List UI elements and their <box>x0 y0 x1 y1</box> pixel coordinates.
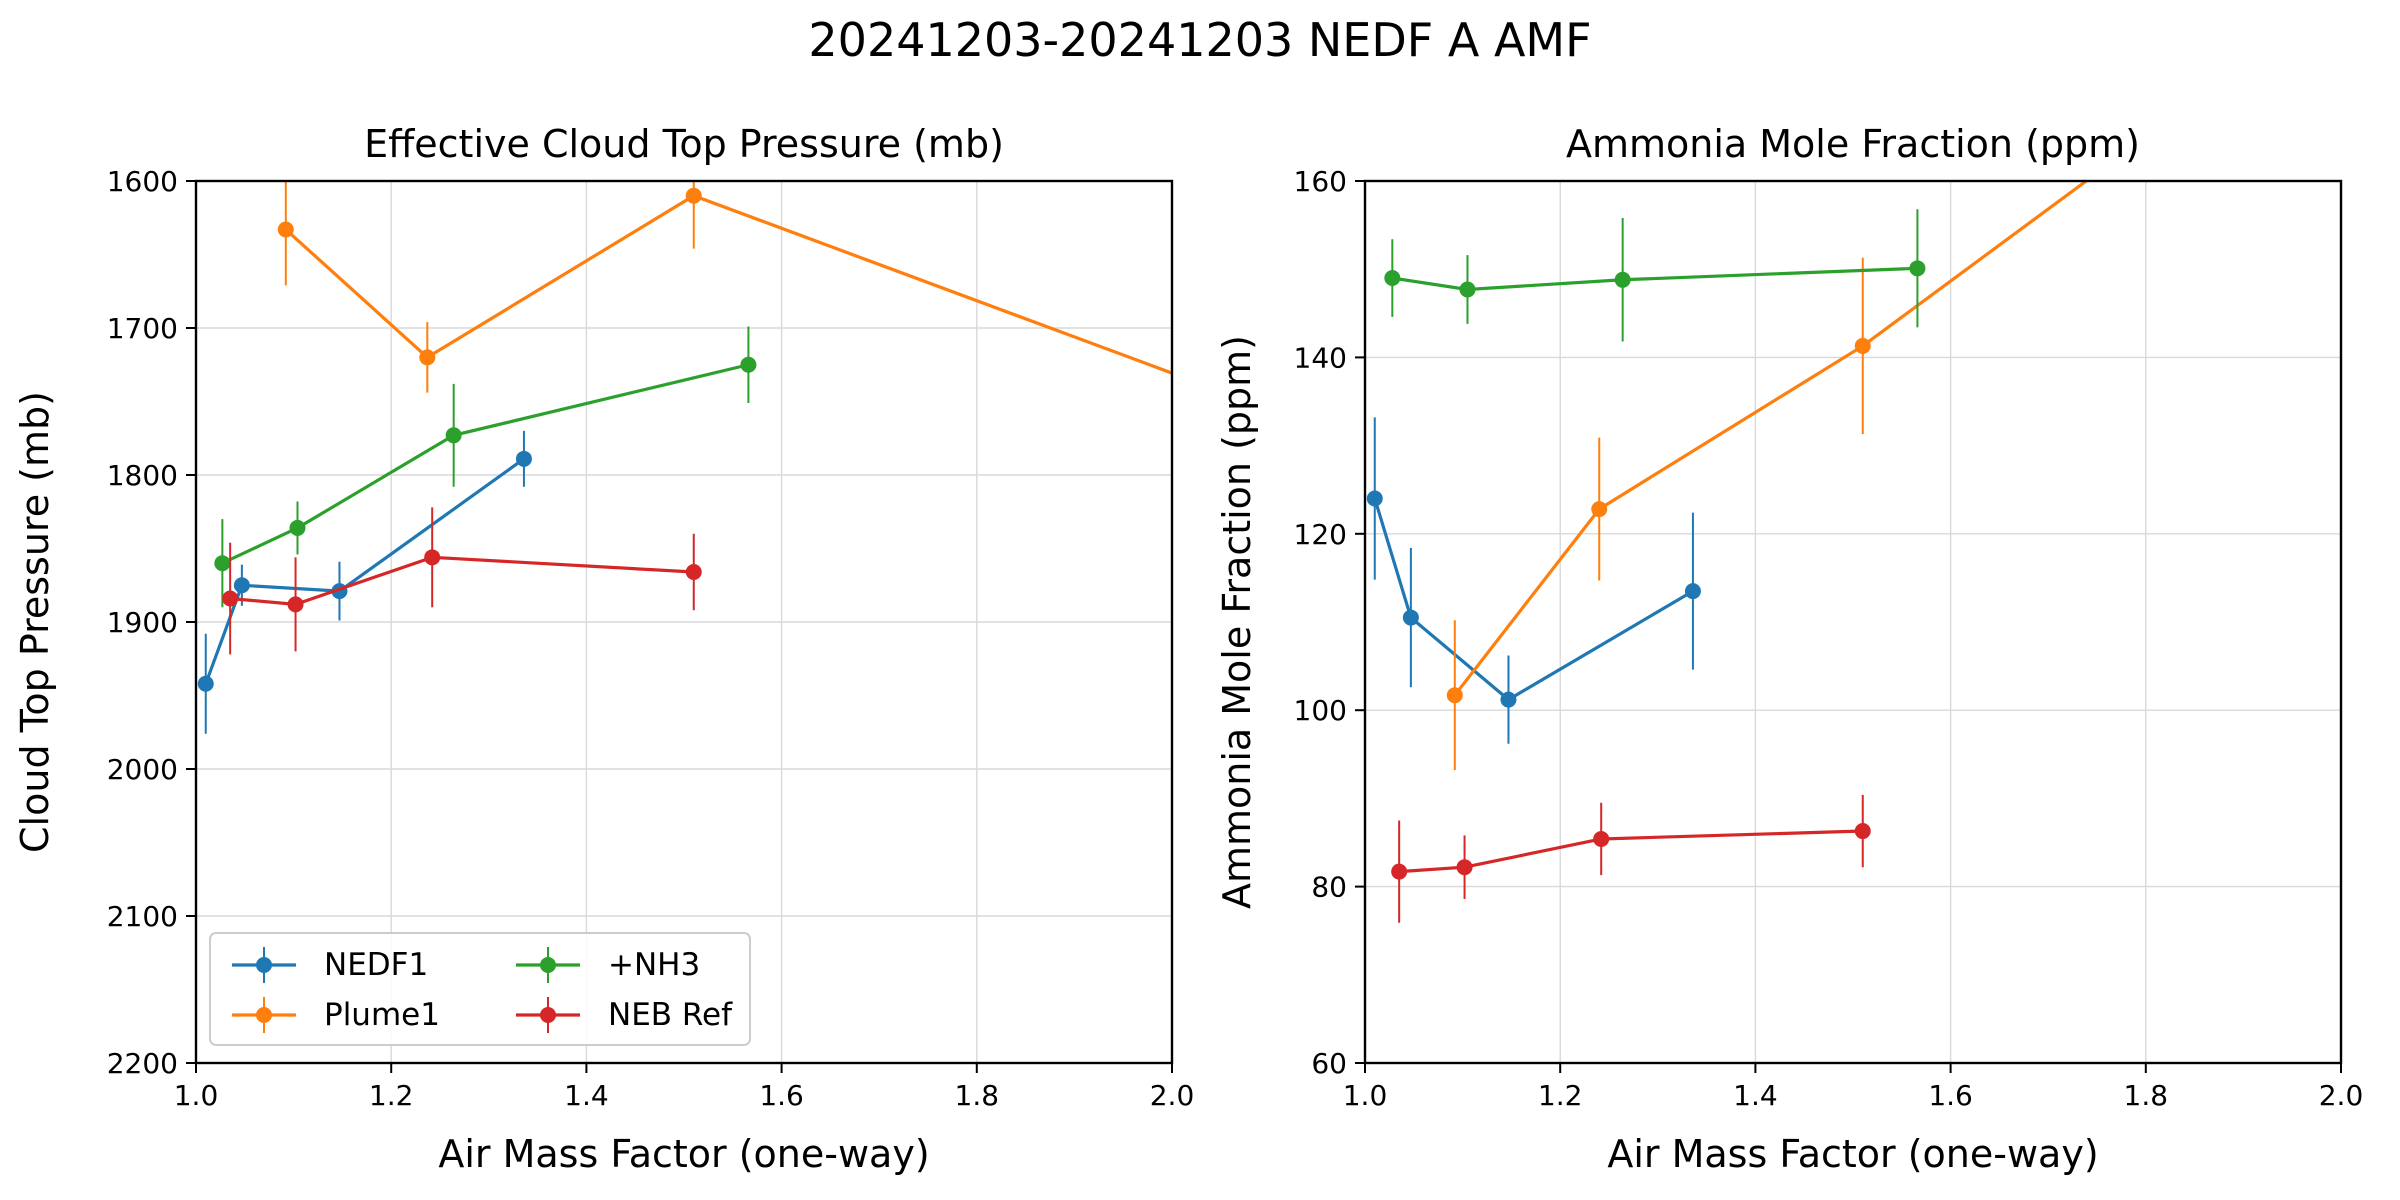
y-tick-label: 1800 <box>107 459 178 492</box>
series-line-plus-nh3 <box>1392 266 1918 292</box>
data-point <box>1384 270 1401 287</box>
legend-marker <box>540 1007 556 1023</box>
figure-title: 20241203-20241203 NEDF A AMF <box>808 13 1591 67</box>
x-axis-label: Air Mass Factor (one-way) <box>438 1132 929 1176</box>
y-tick-label: 160 <box>1294 165 1347 198</box>
data-point <box>740 356 757 373</box>
series-line-plume1 <box>1453 181 2089 697</box>
data-point <box>222 590 239 607</box>
data-point <box>424 549 441 566</box>
x-axis-label: Air Mass Factor (one-way) <box>1607 1132 2098 1176</box>
legend-entry-plume1: Plume1 <box>232 997 440 1033</box>
series-plus-nh3 <box>214 326 757 608</box>
x-tick-label: 1.0 <box>1343 1079 1388 1112</box>
series-line-neb-ref <box>1399 829 1863 874</box>
data-point <box>419 349 436 366</box>
legend: NEDF1 Plume1 +NH3 NEB Ref <box>209 932 751 1046</box>
data-point <box>1909 260 1926 277</box>
data-point <box>289 519 306 536</box>
x-tick-label: 1.4 <box>564 1079 609 1112</box>
data-point <box>277 221 294 238</box>
y-tick-label: 60 <box>1311 1047 1347 1080</box>
x-tick-label: 2.0 <box>2319 1079 2364 1112</box>
series-plume1 <box>1446 181 2089 771</box>
legend-label: NEB Ref <box>608 997 733 1033</box>
data-point <box>1854 823 1871 840</box>
x-tick-label: 1.2 <box>369 1079 414 1112</box>
ammonia-mole-fraction-chart: 1.0 1.2 1.4 1.6 1.8 2.0 60 80 100 120 140 160 Ammoni… <box>1215 122 2364 1176</box>
chart-title: Effective Cloud Top Pressure (mb) <box>364 122 1004 166</box>
plot-area <box>1366 181 2089 923</box>
data-point <box>214 555 231 572</box>
plot-area <box>197 181 1172 734</box>
data-point <box>685 187 702 204</box>
data-point <box>1459 281 1476 298</box>
data-point <box>1391 863 1408 880</box>
y-axis-label: Cloud Top Pressure (mb) <box>13 391 57 853</box>
grid <box>195 180 1173 1064</box>
data-point <box>685 564 702 581</box>
data-point <box>1591 501 1608 518</box>
data-point <box>1446 687 1463 704</box>
series-line-plus-nh3 <box>221 363 749 565</box>
x-tick-label: 1.6 <box>759 1079 804 1112</box>
data-point <box>1854 337 1871 354</box>
data-point <box>1593 830 1610 847</box>
x-tick-label: 1.8 <box>2124 1079 2169 1112</box>
y-tick-label: 120 <box>1294 518 1347 551</box>
y-tick-label: 1900 <box>107 606 178 639</box>
legend-entry-plus-nh3: +NH3 <box>516 947 700 983</box>
series-plus-nh3 <box>1384 209 1926 342</box>
data-point <box>1366 490 1383 507</box>
data-point <box>1684 583 1701 600</box>
series-neb-ref <box>222 507 702 655</box>
x-tick-label: 1.4 <box>1733 1079 1778 1112</box>
legend-label: NEDF1 <box>324 947 428 983</box>
data-point <box>1500 691 1517 708</box>
data-point <box>197 675 214 692</box>
data-point <box>515 450 532 467</box>
y-tick-label: 2100 <box>107 900 178 933</box>
x-tick-label: 1.6 <box>1928 1079 1973 1112</box>
legend-entry-nedf1: NEDF1 <box>232 947 428 983</box>
legend-marker <box>256 1007 272 1023</box>
x-tick-label: 1.8 <box>955 1079 1000 1112</box>
legend-entry-neb-ref: NEB Ref <box>516 997 733 1033</box>
y-tick-label: 80 <box>1311 871 1347 904</box>
y-tick-label: 1600 <box>107 165 178 198</box>
x-tick-label: 2.0 <box>1150 1079 1195 1112</box>
y-tick-label: 140 <box>1294 341 1347 374</box>
y-tick-label: 2200 <box>107 1047 178 1080</box>
y-axis-label: Ammonia Mole Fraction (ppm) <box>1215 335 1259 909</box>
data-point <box>445 427 462 444</box>
legend-marker <box>540 957 556 973</box>
series-line-nedf1 <box>1373 498 1694 702</box>
series-line-plume1 <box>284 193 1172 375</box>
data-point <box>1402 609 1419 626</box>
x-tick-label: 1.2 <box>1538 1079 1583 1112</box>
y-tick-label: 1700 <box>107 312 178 345</box>
series-neb-ref <box>1391 794 1871 923</box>
series-nedf1 <box>1366 417 1701 744</box>
legend-box <box>209 932 751 1046</box>
series-line-neb-ref <box>230 555 694 606</box>
y-tick-label: 2000 <box>107 753 178 786</box>
data-point <box>1456 859 1473 876</box>
series-plume1 <box>277 181 1172 393</box>
data-point <box>1614 271 1631 288</box>
legend-label: Plume1 <box>324 997 440 1033</box>
chart-title: Ammonia Mole Fraction (ppm) <box>1566 122 2140 166</box>
x-tick-label: 1.0 <box>174 1079 219 1112</box>
plot-frame <box>1363 179 2343 1065</box>
y-tick-label: 100 <box>1294 694 1347 727</box>
cloud-top-pressure-chart: 1.0 1.2 1.4 1.6 1.8 2.0 1600 1700 1800 1900 2000 21… <box>13 122 1195 1176</box>
data-point <box>287 596 304 613</box>
data-point <box>233 577 250 594</box>
legend-marker <box>256 957 272 973</box>
legend-label: +NH3 <box>608 947 700 983</box>
